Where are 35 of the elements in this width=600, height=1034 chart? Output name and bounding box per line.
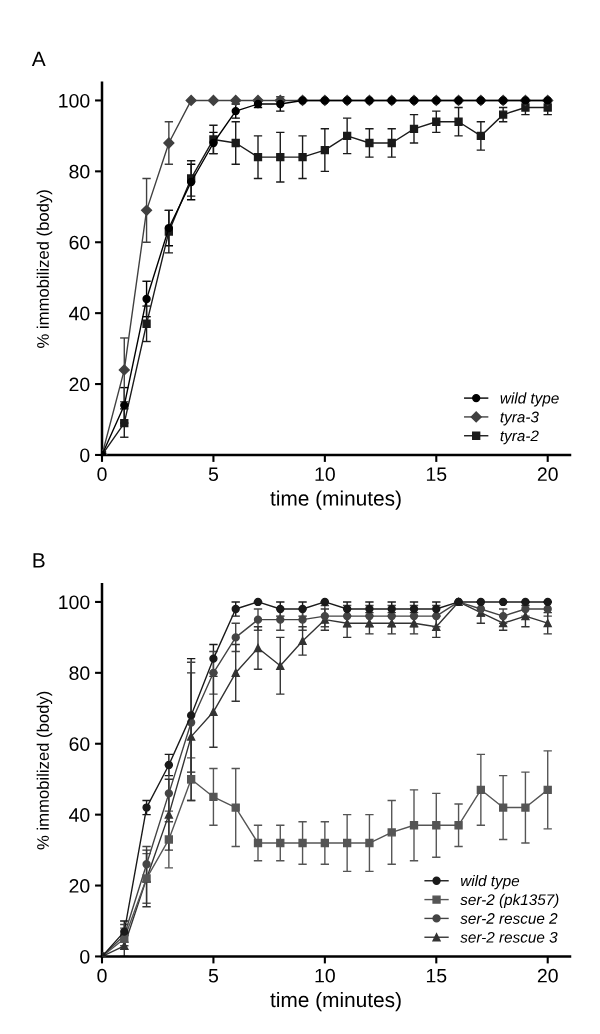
x-tick-label: 0 — [97, 968, 107, 983]
x-tick-label: 15 — [426, 968, 447, 983]
legend-label: ser-2 (pk1357) — [460, 893, 559, 909]
x-tick-label: 10 — [315, 968, 335, 983]
y-axis-title: % immobilized (body) — [36, 691, 53, 850]
y-axis-title: % immobilized (body) — [36, 190, 53, 348]
x-tick-label: 20 — [537, 968, 558, 983]
chart-title: A — [31, 51, 46, 67]
y-tick-label: 60 — [69, 235, 90, 250]
y-tick-label: 20 — [69, 377, 90, 392]
y-tick-label: 100 — [59, 93, 90, 108]
x-tick-label: 10 — [315, 467, 335, 482]
x-tick-label: 0 — [97, 467, 107, 482]
y-tick-label: 100 — [59, 595, 90, 610]
x-axis-title: time (minutes) — [270, 490, 401, 510]
x-tick-label: 15 — [426, 467, 447, 482]
y-tick-label: 80 — [69, 666, 90, 681]
chart-title: B — [33, 553, 45, 568]
legend-label: tyra-3 — [500, 411, 539, 426]
legend-label: wild type — [460, 875, 520, 890]
x-tick-label: 5 — [208, 467, 219, 482]
y-tick-label: 80 — [69, 164, 90, 179]
y-tick-label: 0 — [80, 448, 90, 463]
y-tick-label: 60 — [69, 737, 90, 751]
y-tick-label: 40 — [69, 808, 90, 822]
y-tick-label: 20 — [69, 879, 90, 893]
legend-label: tyra-2 — [500, 430, 539, 445]
legend-label: wild type — [500, 392, 559, 407]
y-tick-label: 40 — [69, 306, 90, 321]
y-tick-label: 0 — [80, 949, 90, 964]
x-tick-label: 5 — [208, 968, 219, 983]
x-axis-title: time (minutes) — [270, 991, 401, 1012]
legend-label: ser-2 rescue 2 — [460, 913, 558, 924]
x-tick-label: 20 — [537, 467, 558, 482]
legend-label: ser-2 rescue 3 — [460, 931, 558, 943]
